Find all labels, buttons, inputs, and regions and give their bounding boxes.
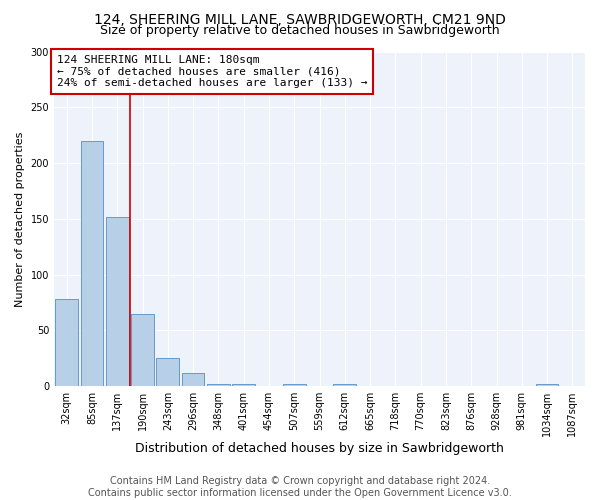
Bar: [283, 384, 305, 386]
Bar: [536, 384, 559, 386]
Bar: [106, 216, 128, 386]
Text: 124 SHEERING MILL LANE: 180sqm
← 75% of detached houses are smaller (416)
24% of: 124 SHEERING MILL LANE: 180sqm ← 75% of …: [56, 55, 367, 88]
Text: Size of property relative to detached houses in Sawbridgeworth: Size of property relative to detached ho…: [100, 24, 500, 37]
Bar: [55, 299, 78, 386]
Text: Contains HM Land Registry data © Crown copyright and database right 2024.
Contai: Contains HM Land Registry data © Crown c…: [88, 476, 512, 498]
Bar: [207, 384, 230, 386]
Bar: [157, 358, 179, 386]
X-axis label: Distribution of detached houses by size in Sawbridgeworth: Distribution of detached houses by size …: [135, 442, 504, 455]
Bar: [232, 384, 255, 386]
Bar: [80, 141, 103, 386]
Y-axis label: Number of detached properties: Number of detached properties: [15, 131, 25, 306]
Bar: [131, 314, 154, 386]
Bar: [334, 384, 356, 386]
Text: 124, SHEERING MILL LANE, SAWBRIDGEWORTH, CM21 9ND: 124, SHEERING MILL LANE, SAWBRIDGEWORTH,…: [94, 12, 506, 26]
Bar: [182, 373, 205, 386]
